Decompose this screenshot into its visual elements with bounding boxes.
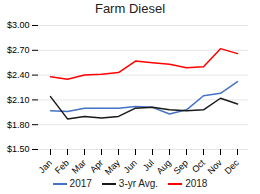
svg-text:Sep: Sep xyxy=(172,158,190,176)
svg-text:Oct: Oct xyxy=(190,157,207,174)
svg-text:$1.80: $1.80 xyxy=(7,120,30,130)
svg-text:Nov: Nov xyxy=(206,157,225,176)
html-text:2018: 2018 xyxy=(185,178,208,189)
svg-text:May: May xyxy=(103,157,122,176)
svg-text:$1.50: $1.50 xyxy=(7,144,30,154)
svg-text:$3.00: $3.00 xyxy=(7,20,30,30)
svg-text:Mar: Mar xyxy=(70,158,88,176)
svg-text:Apr: Apr xyxy=(88,158,105,175)
svg-text:Aug: Aug xyxy=(155,158,173,176)
svg-text:$2.40: $2.40 xyxy=(7,70,30,80)
svg-text:Jul: Jul xyxy=(141,158,156,173)
html-text:Farm Diesel: Farm Diesel xyxy=(95,1,165,16)
svg-text:Dec: Dec xyxy=(223,157,242,176)
svg-text:Jun: Jun xyxy=(122,158,139,175)
html-text:2017: 2017 xyxy=(69,178,92,189)
svg-text:$2.70: $2.70 xyxy=(7,45,30,55)
svg-text:$2.10: $2.10 xyxy=(7,95,30,105)
svg-text:Feb: Feb xyxy=(53,158,71,176)
svg-text:Jan: Jan xyxy=(37,158,54,175)
html-text:3-yr Avg.: 3-yr Avg. xyxy=(118,178,159,189)
